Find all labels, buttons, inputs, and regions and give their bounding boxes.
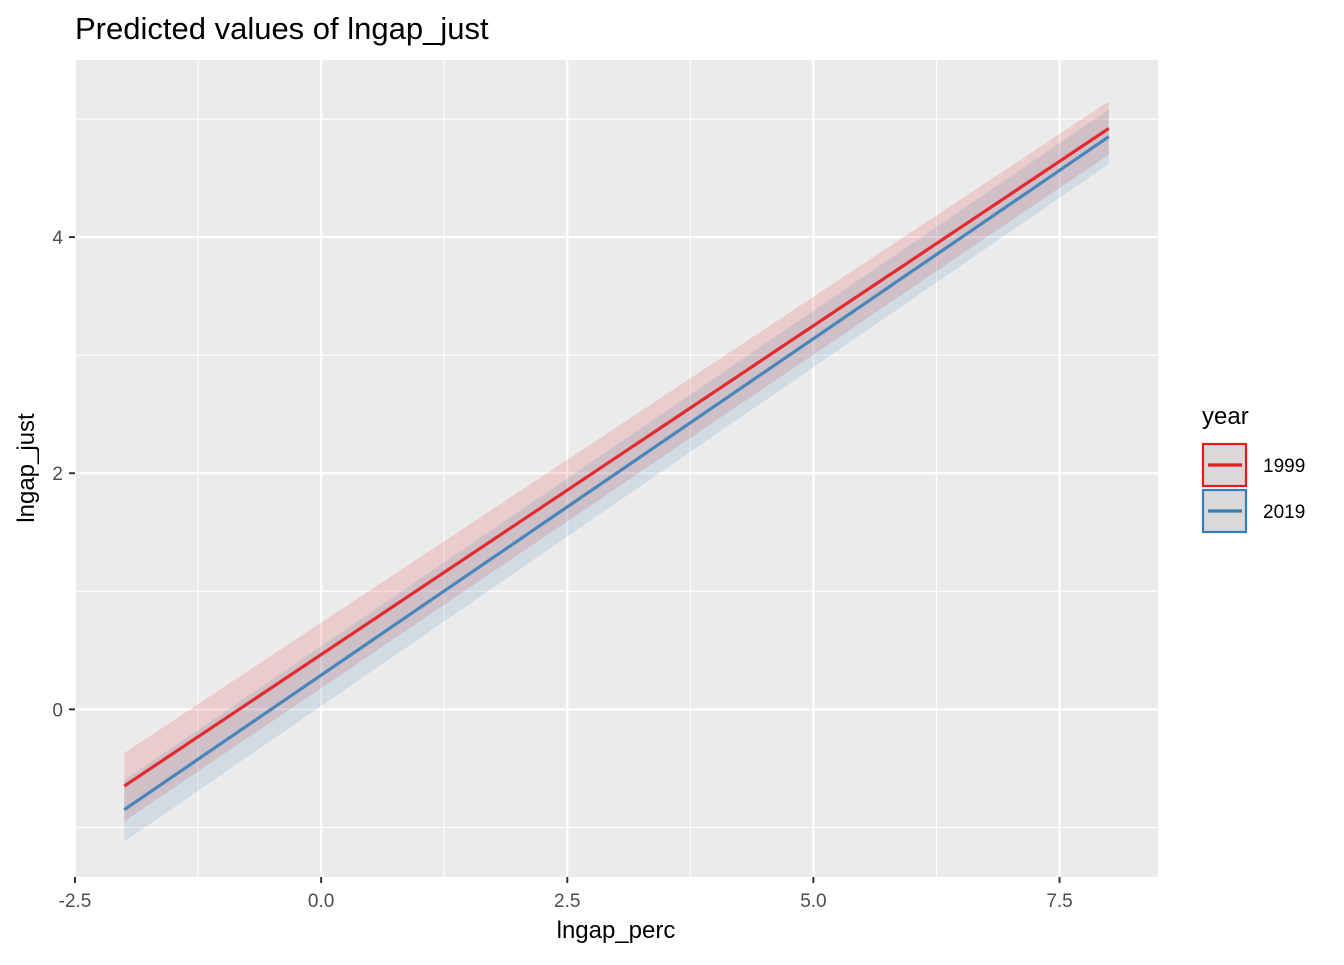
y-tick-label: 2	[52, 464, 63, 485]
x-tick-label: 7.5	[1046, 891, 1072, 912]
y-axis-title: lngap_just	[13, 413, 40, 523]
x-tick-label: -2.5	[59, 891, 92, 912]
series-line-2019	[123, 135, 1110, 812]
series-line-1999	[123, 127, 1110, 788]
legend-title: year	[1202, 403, 1249, 430]
x-axis: -2.5 0.0 2.5 5.0 7.5	[59, 877, 1073, 912]
x-tick-label: 0.0	[308, 891, 334, 912]
series-lines	[123, 127, 1110, 812]
y-axis: 0 2 4	[52, 228, 75, 721]
x-tick-label: 2.5	[554, 891, 580, 912]
legend: year 1999 2019	[1201, 403, 1305, 534]
y-tick-label: 0	[52, 700, 63, 721]
y-tick-label: 4	[52, 228, 63, 249]
legend-label-2019: 2019	[1263, 502, 1305, 523]
minor-gridlines	[75, 60, 1158, 877]
chart-title: Predicted values of lngap_just	[75, 11, 489, 46]
x-tick-label: 5.0	[800, 891, 826, 912]
x-axis-title: lngap_perc	[557, 917, 676, 944]
plot-panel	[75, 60, 1158, 877]
legend-label-1999: 1999	[1263, 456, 1305, 477]
